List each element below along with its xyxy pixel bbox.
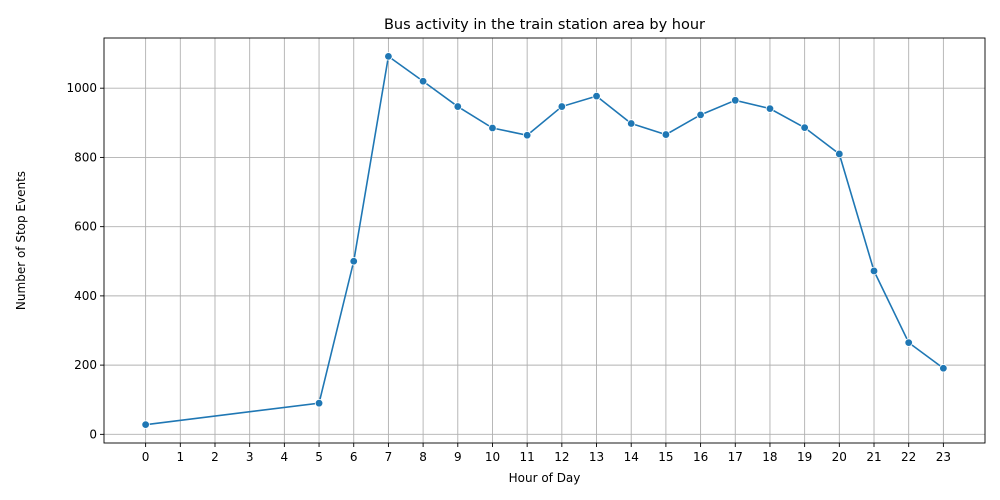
y-tick-label: 800: [74, 150, 97, 164]
x-axis-label: Hour of Day: [509, 471, 581, 485]
x-tick-label: 20: [832, 450, 847, 464]
data-point: [488, 123, 497, 133]
data-point: [765, 104, 775, 113]
x-tick-label: 3: [246, 450, 254, 464]
x-tick-label: 14: [624, 450, 639, 464]
x-tick-label: 5: [315, 450, 323, 464]
data-point: [453, 102, 462, 111]
x-tick-label: 21: [866, 450, 881, 464]
data-point: [557, 102, 567, 111]
data-point: [349, 257, 358, 266]
x-tick-label: 4: [281, 450, 289, 464]
data-point: [314, 398, 324, 408]
data-point: [696, 110, 705, 120]
y-tick-label: 400: [74, 289, 97, 303]
x-tick-label: 18: [762, 450, 777, 464]
data-point: [869, 266, 879, 276]
data-point: [627, 119, 636, 128]
y-axis-label: Number of Stop Events: [14, 171, 28, 310]
series: [141, 52, 948, 429]
x-tick-label: 23: [936, 450, 951, 464]
data-point: [661, 130, 671, 139]
x-tick-label: 22: [901, 450, 916, 464]
ticks: 0 1 2 3 4 5 6 7 8 9 10 11 12 13 14 15 16 17 18 19 20 21 22 2302…: [66, 81, 951, 464]
x-tick-label: 13: [589, 450, 604, 464]
data-point: [939, 364, 948, 373]
x-tick-label: 17: [728, 450, 743, 464]
x-tick-label: 7: [385, 450, 393, 464]
x-tick-label: 2: [211, 450, 219, 464]
x-tick-label: 1: [176, 450, 184, 464]
data-point: [384, 52, 393, 61]
x-tick-label: 10: [485, 450, 500, 464]
x-tick-label: 11: [520, 450, 535, 464]
x-tick-label: 0: [142, 450, 150, 464]
x-tick-label: 16: [693, 450, 708, 464]
plot-frame: [103, 37, 986, 444]
y-tick-label: 1000: [66, 81, 97, 95]
data-point: [141, 420, 150, 429]
y-tick-label: 600: [74, 220, 97, 234]
data-point: [904, 338, 913, 347]
x-tick-label: 9: [454, 450, 462, 464]
data-point: [800, 123, 809, 132]
x-tick-label: 6: [350, 450, 358, 464]
chart-title: Bus activity in the train station area b…: [384, 17, 705, 33]
data-point: [731, 96, 740, 105]
x-tick-label: 15: [658, 450, 673, 464]
x-tick-label: 19: [797, 450, 812, 464]
series-line: [145, 54, 944, 426]
data-point: [835, 149, 844, 159]
x-tick-label: 12: [554, 450, 569, 464]
y-tick-label: 200: [74, 358, 97, 372]
y-tick-label: 0: [89, 427, 97, 441]
data-point: [592, 91, 601, 101]
x-tick-label: 8: [419, 450, 427, 464]
grid: [104, 38, 985, 443]
data-point: [418, 77, 428, 86]
data-point: [522, 131, 532, 140]
